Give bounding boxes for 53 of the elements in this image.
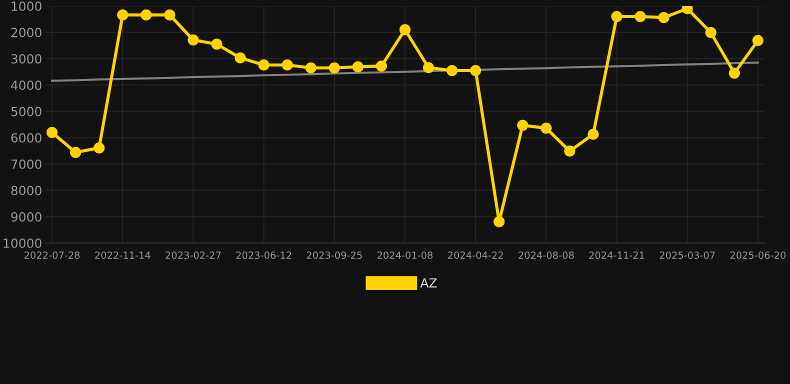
point xyxy=(446,64,458,76)
y-tick-label: 3000 xyxy=(11,54,42,64)
y-tick-label: 2000 xyxy=(11,28,42,38)
point xyxy=(564,146,576,157)
x-tick-label: 2023-06-12 xyxy=(236,252,292,259)
point xyxy=(494,216,505,228)
y-tick-label: 4000 xyxy=(11,80,42,90)
point xyxy=(752,34,764,46)
point xyxy=(328,62,340,74)
point xyxy=(517,120,528,131)
point xyxy=(305,62,316,74)
legend-label: AZ xyxy=(420,278,437,288)
y-tick-label: 9000 xyxy=(11,212,42,222)
point xyxy=(634,10,646,22)
x-tick-label: 2024-08-08 xyxy=(518,252,574,259)
x-tick-label: 2025-03-07 xyxy=(660,252,715,259)
y-tick-label: 1000 xyxy=(12,1,42,11)
point xyxy=(658,12,670,24)
point xyxy=(588,128,599,140)
point xyxy=(611,10,622,22)
point xyxy=(352,61,364,72)
point xyxy=(164,9,176,21)
x-tick-label: 2025-06-20 xyxy=(730,252,786,259)
point xyxy=(728,68,740,79)
point xyxy=(140,9,152,21)
point xyxy=(117,9,128,21)
y-tick-label: 8000 xyxy=(11,186,42,196)
line-series xyxy=(51,62,759,82)
x-tick-label: 2023-09-25 xyxy=(306,252,362,259)
x-tick-label: 2023-02-27 xyxy=(166,252,221,259)
y-tick-label: 7000 xyxy=(11,159,42,169)
y-tick-label: 5000 xyxy=(11,106,42,116)
point xyxy=(540,122,552,134)
x-tick-label: 2022-11-14 xyxy=(95,252,150,259)
point xyxy=(211,38,222,50)
point xyxy=(258,59,270,71)
point xyxy=(376,60,388,72)
x-tick-label: 2022-07-28 xyxy=(24,252,80,259)
point xyxy=(470,64,482,76)
x-tick-label: 2024-11-21 xyxy=(589,252,644,259)
point xyxy=(282,59,293,71)
y-tick-label: 10000 xyxy=(4,238,42,248)
point xyxy=(70,146,82,158)
point xyxy=(422,62,434,74)
y-tick-label: 6000 xyxy=(11,133,42,143)
point xyxy=(94,142,105,154)
point xyxy=(399,24,411,36)
x-tick-label: 2024-04-22 xyxy=(448,252,503,259)
point xyxy=(46,126,58,138)
point xyxy=(705,27,716,38)
point xyxy=(234,52,246,64)
point xyxy=(188,34,199,46)
x-tick-label: 2024-01-08 xyxy=(377,252,433,259)
